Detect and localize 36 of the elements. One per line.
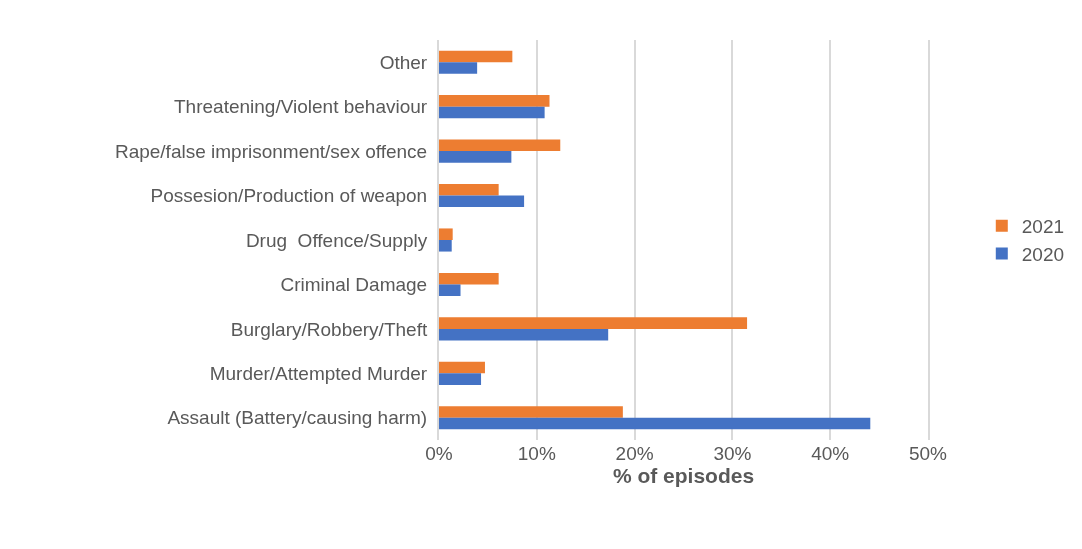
bar [439,139,561,152]
x-tick-label: 40% [811,443,850,464]
bar [439,95,550,107]
bar [439,328,609,341]
y-tick-label: Possesion/Production of weapon [150,185,428,207]
bar [439,50,513,63]
x-tick-label: 10% [517,443,556,464]
bar [439,361,485,374]
x-axis-title: % of episodes [612,464,755,487]
y-tick-label: Murder/Attempted Murder [209,362,428,384]
bar [439,406,623,418]
bar [439,106,545,119]
y-tick-label: Other [379,51,428,73]
x-tick-label: 20% [615,443,654,464]
bar [439,240,452,252]
x-tick-label: 50% [908,443,948,464]
legend-label: 2020 [1021,243,1065,265]
bar [439,417,871,430]
bar [439,373,482,385]
bar [439,151,512,163]
bar [439,195,525,208]
y-tick-label: Criminal Damage [280,274,428,296]
y-tick-label: Burglary/Robbery/Theft [230,318,428,340]
y-tick-label: Rape/false imprisonment/sex offence [114,140,428,162]
legend-label: 2021 [1021,216,1065,238]
bar [439,272,499,285]
bar [439,184,499,196]
bar [439,284,461,296]
bar [439,228,453,240]
x-tick-label: 30% [713,443,752,464]
bar [439,62,478,74]
y-tick-label: Drug Offence/Supply [245,229,428,251]
bar [439,317,748,329]
y-tick-label: Assault (Battery/causing harm) [167,407,428,429]
x-tick-label: 0% [425,443,453,464]
y-tick-label: Threatening/Violent behaviour [174,96,428,118]
